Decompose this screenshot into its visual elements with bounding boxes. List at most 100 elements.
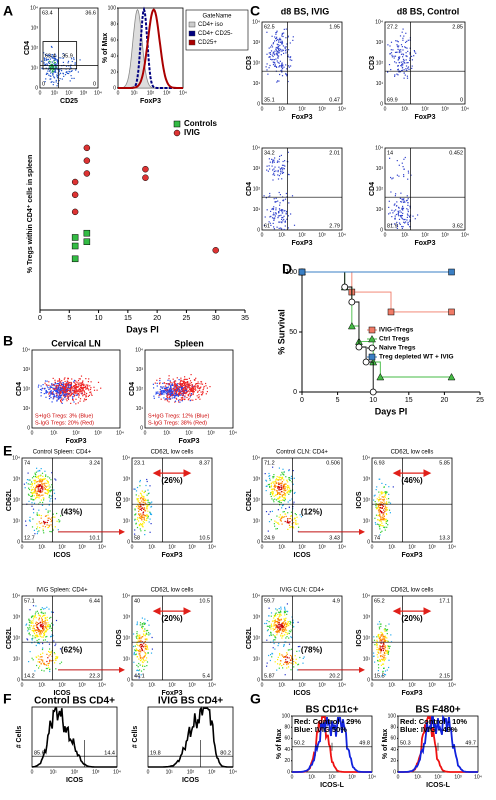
event-dot [381,638,384,641]
event-dot [285,625,287,628]
event-dot [136,633,138,635]
event-dot [55,58,57,60]
event-dot [201,394,203,396]
event-dot [146,633,148,635]
event-dot [29,519,31,521]
event-dot [60,396,62,398]
event-dot [134,645,136,647]
event-dot [181,388,183,390]
event-dot [182,380,184,382]
event-dot [185,387,187,389]
event-dot [272,494,274,496]
event-dot [277,501,279,503]
y-tick-label: 10¹ [31,65,39,71]
event-dot [385,657,387,659]
event-dot [143,507,145,509]
event-dot [284,498,286,500]
event-dot [382,504,384,506]
event-dot [164,391,166,393]
event-dot [38,480,40,482]
event-dot [30,625,33,627]
event-dot [279,627,281,629]
event-dot [268,52,270,54]
event-dot [285,617,287,619]
y-tick-label: 40 [390,747,396,753]
x-tick-label: 10³ [188,682,196,688]
event-dot [275,481,277,483]
marker [369,388,377,396]
event-dot [43,57,45,59]
event-dot [73,381,75,383]
marker [347,321,356,330]
event-dot [185,390,187,392]
event-dot [153,387,155,389]
x-tick-label: 0 [397,774,400,780]
event-dot [61,78,63,80]
y-tick-label: 10³ [376,40,384,46]
event-dot [168,375,170,377]
event-dot [166,399,168,401]
event-dot [288,493,290,495]
event-dot [64,380,66,383]
event-dot [197,397,199,399]
event-dot [288,477,291,479]
event-dot [286,663,288,666]
event-dot [37,531,39,533]
event-dot [51,519,53,521]
event-dot [396,224,398,226]
event-dot [379,513,381,515]
event-dot [48,388,50,390]
event-dot [292,663,294,665]
event-dot [42,661,44,663]
event-dot [284,656,286,658]
event-dot [280,54,282,56]
event-dot [389,645,391,647]
event-dot [265,511,268,513]
event-dot [286,43,288,45]
event-dot [263,224,265,226]
event-dot [283,28,285,30]
event-dot [273,476,275,478]
event-dot [182,394,184,396]
event-dot [176,384,178,387]
event-dot [378,525,381,527]
event-dot [171,391,173,393]
event-dot [74,390,76,392]
event-dot [285,623,287,625]
event-dot [63,378,65,380]
event-dot [32,518,34,520]
event-dot [138,514,141,516]
event-dot [274,50,276,52]
y-tick-label: 80 [284,725,290,731]
event-dot [163,387,165,389]
event-dot [47,54,49,56]
event-dot [53,77,56,79]
event-dot [277,44,279,46]
event-dot [276,50,278,53]
event-dot [388,486,390,488]
event-dot [195,383,197,385]
event-dot [273,53,275,55]
event-dot [41,617,43,619]
event-dot [54,53,56,55]
event-dot [178,392,180,394]
event-dot [268,654,270,657]
event-dot [274,217,276,219]
event-dot [280,476,282,478]
event-dot [275,49,278,51]
y-tick-label: 10⁴ [12,593,20,599]
event-dot [141,645,143,647]
event-dot [380,519,382,521]
event-dot [184,376,186,378]
x-tick-label: 15 [405,397,413,404]
event-dot [385,510,387,512]
event-dot [156,382,158,384]
event-dot [42,525,44,527]
event-dot [282,511,284,513]
event-dot [48,398,51,400]
event-dot [36,624,38,626]
event-dot [410,174,412,176]
event-dot [78,378,80,380]
event-dot [38,614,40,616]
event-dot [155,393,157,395]
